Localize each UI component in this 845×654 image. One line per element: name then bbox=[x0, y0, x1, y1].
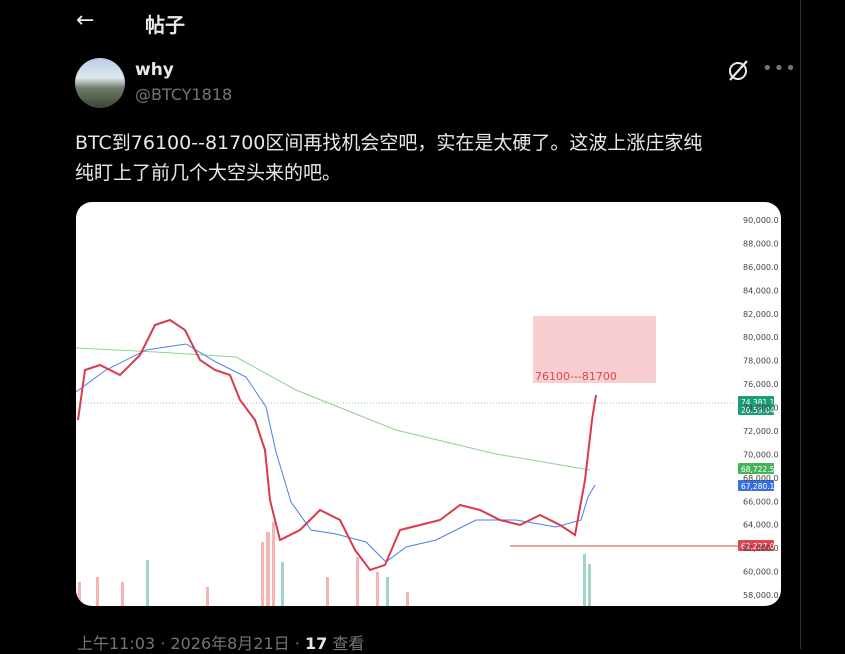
axis-label: 66,000.0 bbox=[743, 497, 779, 506]
axis-label: 78,000.0 bbox=[743, 357, 779, 366]
axis-label: 74,000.0 bbox=[743, 404, 779, 413]
grok-icon[interactable] bbox=[726, 58, 750, 84]
axis-label: 88,000.0 bbox=[743, 239, 779, 248]
back-button[interactable]: ← bbox=[76, 8, 95, 33]
ma-green bbox=[76, 347, 591, 471]
tag-label: 67,280.1 bbox=[741, 482, 775, 491]
tweet-meta: 上午11:03 · 2026年8月21日 · 17 查看 bbox=[77, 630, 364, 654]
avatar[interactable] bbox=[75, 58, 125, 108]
views-label: 查看 bbox=[332, 634, 365, 653]
axis-label: 90,000.0 bbox=[743, 216, 779, 225]
volume-bars bbox=[78, 522, 409, 606]
axis-label: 60,000.0 bbox=[743, 568, 779, 577]
axis-label: 84,000.0 bbox=[743, 286, 779, 295]
axis-label: 64,000.0 bbox=[743, 521, 779, 530]
tag-label: 68,722.5 bbox=[741, 465, 775, 474]
chart-image: 76100---81700 74,381.120:59:04 68,722.5 67… bbox=[76, 216, 779, 606]
price-series bbox=[77, 318, 597, 572]
axis-label: 68,000.0 bbox=[743, 474, 779, 483]
axis-label: 58,000.0 bbox=[743, 591, 779, 600]
tweet-text: BTC到76100--81700区间再找机会空吧，实在是太硬了。这波上涨庄家纯 … bbox=[75, 128, 785, 188]
separator: · bbox=[160, 634, 166, 653]
view-count: 17 bbox=[304, 634, 328, 653]
axis-label: 86,000.0 bbox=[743, 263, 779, 272]
tag-label: 74,381.1 bbox=[741, 398, 775, 407]
divider bbox=[800, 0, 801, 649]
tag-bg bbox=[738, 540, 774, 551]
axis-label: 72,000.0 bbox=[743, 427, 779, 436]
tweet-image[interactable]: 76100---81700 74,381.1 20:59:04 68,722.5 67… bbox=[76, 202, 781, 606]
zone-label: 76100---81700 bbox=[535, 370, 617, 383]
tag-label: 20:59:04 bbox=[741, 406, 775, 415]
tweet-line: BTC到76100--81700区间再找机会空吧，实在是太硬了。这波上涨庄家纯 bbox=[75, 132, 703, 154]
axis-label: 80,000.0 bbox=[743, 333, 779, 342]
volume-bars-up bbox=[146, 554, 591, 606]
target-zone bbox=[533, 316, 656, 383]
tag-bg bbox=[738, 404, 774, 415]
tag-bg bbox=[738, 480, 774, 491]
tag-label: 62,227.0 bbox=[741, 542, 775, 551]
tag-bg bbox=[738, 463, 774, 474]
author-name[interactable]: why bbox=[135, 60, 174, 80]
author-handle[interactable]: @BTCY1818 bbox=[135, 85, 233, 104]
separator: · bbox=[294, 634, 300, 653]
time: 上午11:03 bbox=[77, 634, 156, 653]
axis-label: 62,000.0 bbox=[743, 544, 779, 553]
price-tags: 74,381.120:59:04 68,722.5 67,280.1 62,227.0 bbox=[738, 396, 775, 551]
axis-label: 82,000.0 bbox=[743, 310, 779, 319]
ma-blue bbox=[76, 343, 596, 563]
tweet-line: 纯盯上了前几个大空头来的吧。 bbox=[75, 162, 342, 184]
page-title: 帖子 bbox=[145, 13, 185, 37]
date[interactable]: 2026年8月21日 bbox=[170, 634, 290, 653]
axis-label: 70,000.0 bbox=[743, 450, 779, 459]
more-button[interactable]: ••• bbox=[762, 58, 797, 79]
axis-label: 76,000.0 bbox=[743, 380, 779, 389]
